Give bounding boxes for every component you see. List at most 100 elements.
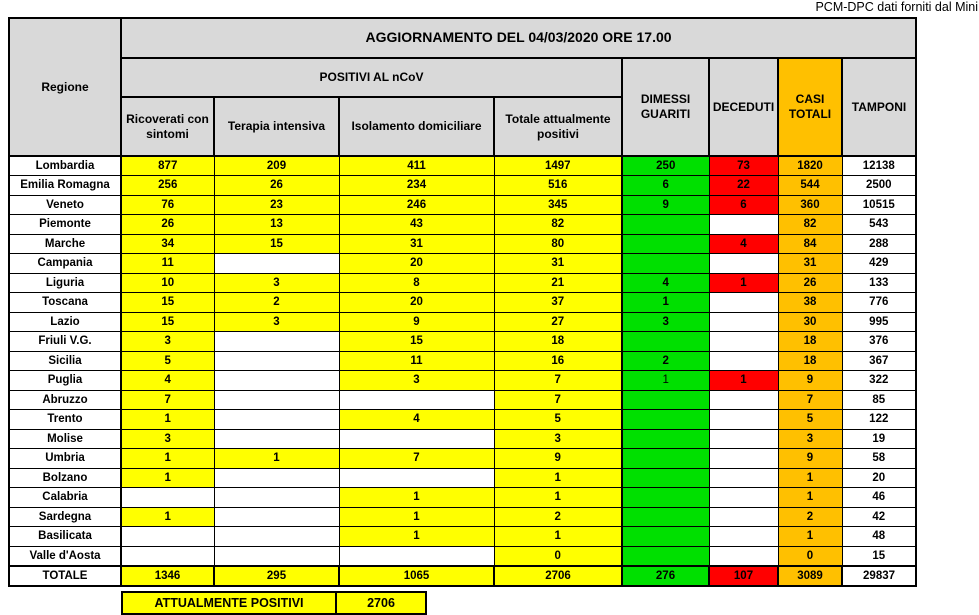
column-header-deceduti: DECEDUTI	[708, 57, 779, 157]
cell-regione: Basilicata	[8, 526, 122, 547]
column-header-casi-totali: CASI TOTALI	[777, 57, 843, 157]
cell-totale-positivi: 9	[493, 448, 623, 469]
cell-terapia-intensiva: 295	[213, 564, 340, 587]
cell-casi-totali: 3089	[777, 564, 843, 587]
cell-ricoverati: 76	[120, 194, 215, 215]
cell-deceduti: 22	[708, 175, 779, 196]
cell-dimessi-guariti: 9	[621, 194, 710, 215]
cell-ricoverati: 1	[120, 409, 215, 430]
cell-terapia-intensiva: 3	[213, 272, 340, 293]
cell-ricoverati: 1	[120, 467, 215, 488]
table-body: Lombardia 877 209 411 1497 250 73 1820 12138 Emil…	[8, 155, 918, 587]
cell-isolamento: 31	[338, 233, 495, 254]
cell-terapia-intensiva	[213, 389, 340, 410]
cell-totale-positivi: 37	[493, 292, 623, 313]
cell-terapia-intensiva	[213, 428, 340, 449]
attualmente-positivi-value: 2706	[367, 596, 395, 610]
cell-totale-positivi: 7	[493, 389, 623, 410]
cell-tamponi: 29837	[840, 564, 918, 587]
cell-ricoverati: 1346	[120, 564, 215, 587]
cell-regione: Valle d'Aosta	[8, 545, 122, 566]
cell-isolamento: 20	[338, 253, 495, 274]
table-row-total: TOTALE 1346 295 1065 2706 276 107 3089 29837	[8, 564, 918, 587]
column-header-regione: Regione	[8, 17, 122, 157]
cell-dimessi-guariti	[621, 331, 710, 352]
cell-totale-positivi: 82	[493, 214, 623, 235]
cell-regione: Liguria	[8, 272, 122, 293]
cell-tamponi: 85	[841, 389, 917, 410]
cell-regione: Friuli V.G.	[8, 331, 122, 352]
cell-dimessi-guariti	[621, 233, 710, 254]
cell-totale-positivi: 2706	[493, 564, 623, 587]
cell-casi-totali: 9	[777, 448, 843, 469]
column-group-positivi-al-ncov: POSITIVI AL nCoV	[120, 57, 623, 98]
cell-totale-positivi: 31	[493, 253, 623, 274]
cell-deceduti	[708, 214, 779, 235]
cell-casi-totali: 2	[777, 506, 843, 527]
cell-ricoverati: 256	[120, 175, 215, 196]
cell-ricoverati: 4	[120, 370, 215, 391]
cell-ricoverati: 7	[120, 389, 215, 410]
cell-tamponi: 776	[841, 292, 917, 313]
cell-regione: Toscana	[8, 292, 122, 313]
cell-totale-positivi: 80	[493, 233, 623, 254]
cell-casi-totali: 1	[777, 467, 843, 488]
cell-terapia-intensiva	[213, 526, 340, 547]
cell-isolamento: 43	[338, 214, 495, 235]
cell-casi-totali: 1	[777, 487, 843, 508]
cell-terapia-intensiva: 15	[213, 233, 340, 254]
cell-tamponi: 48	[841, 526, 917, 547]
cell-terapia-intensiva: 13	[213, 214, 340, 235]
cell-dimessi-guariti	[621, 506, 710, 527]
cell-dimessi-guariti	[621, 526, 710, 547]
attualmente-positivi-box: ATTUALMENTE POSITIVI 2706	[121, 591, 427, 615]
cell-tamponi: 322	[841, 370, 917, 391]
cell-terapia-intensiva: 2	[213, 292, 340, 313]
table-row: Lazio 15 3 9 27 3 30 995	[8, 311, 917, 332]
cell-regione: Lombardia	[8, 155, 122, 176]
table-row: Toscana 15 2 20 37 1 38 776	[8, 292, 917, 313]
cell-casi-totali: 31	[777, 253, 843, 274]
cell-terapia-intensiva: 1	[213, 448, 340, 469]
group-header-row: POSITIVI AL nCoV DIMESSI GUARITI DECEDUT…	[9, 57, 918, 157]
cell-regione: Lazio	[8, 311, 122, 332]
cell-tamponi: 42	[841, 506, 917, 527]
cell-ricoverati	[120, 545, 215, 566]
cell-terapia-intensiva	[213, 409, 340, 430]
column-header-terapia-intensiva: Terapia intensiva	[213, 96, 340, 157]
cell-terapia-intensiva	[213, 350, 340, 371]
table-row: Veneto 76 23 246 345 9 6 360 10515	[8, 194, 917, 215]
cell-isolamento: 234	[338, 175, 495, 196]
cell-regione: Campania	[8, 253, 122, 274]
cell-regione: Umbria	[8, 448, 122, 469]
cell-dimessi-guariti: 1	[621, 370, 710, 391]
table-row: Marche 34 15 31 80 4 84 288	[8, 233, 917, 254]
cell-regione: Calabria	[8, 487, 122, 508]
cell-tamponi: 367	[841, 350, 917, 371]
cell-casi-totali: 18	[777, 331, 843, 352]
cell-ricoverati: 5	[120, 350, 215, 371]
cell-terapia-intensiva	[213, 467, 340, 488]
cell-casi-totali: 30	[777, 311, 843, 332]
cell-terapia-intensiva: 26	[213, 175, 340, 196]
cell-casi-totali: 5	[777, 409, 843, 430]
cell-deceduti: 107	[708, 564, 779, 587]
table-row: Valle d'Aosta 0 0 15	[8, 545, 917, 566]
column-header-isolamento-domiciliare: Isolamento domiciliare	[338, 96, 495, 157]
cell-isolamento	[338, 545, 495, 566]
cell-ricoverati	[120, 526, 215, 547]
column-header-dimessi-guariti: DIMESSI GUARITI	[621, 57, 710, 157]
cell-casi-totali: 1	[777, 526, 843, 547]
column-header-ricoverati-con-sintomi: Ricoverati con sintomi	[120, 96, 215, 157]
cell-totale-positivi: 3	[493, 428, 623, 449]
cell-dimessi-guariti	[621, 448, 710, 469]
cell-casi-totali: 0	[777, 545, 843, 566]
cell-dimessi-guariti	[621, 545, 710, 566]
cell-deceduti: 6	[708, 194, 779, 215]
cell-casi-totali: 7	[777, 389, 843, 410]
cell-ricoverati: 34	[120, 233, 215, 254]
cell-terapia-intensiva	[213, 370, 340, 391]
cell-ricoverati: 15	[120, 311, 215, 332]
cell-terapia-intensiva: 3	[213, 311, 340, 332]
table-row: Sicilia 5 11 16 2 18 367	[8, 350, 917, 371]
